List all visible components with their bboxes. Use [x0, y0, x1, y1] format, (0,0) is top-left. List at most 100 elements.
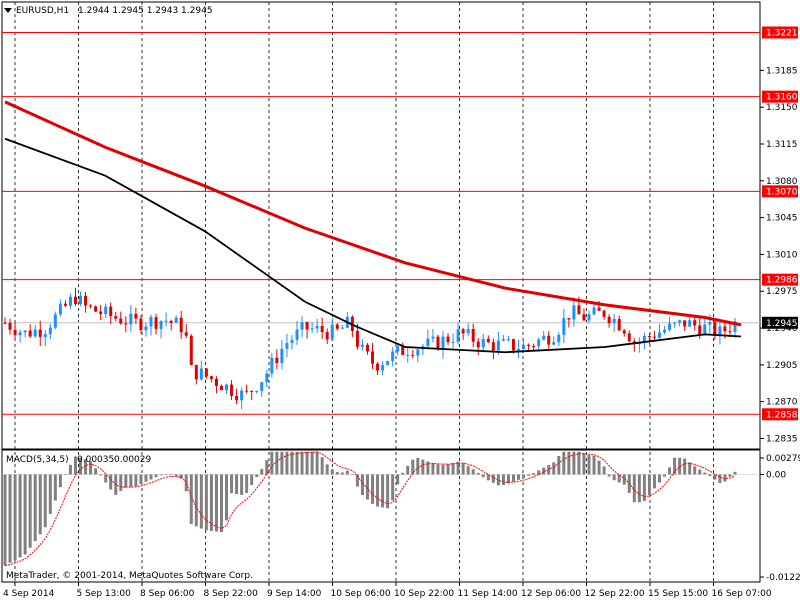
candle-body	[506, 339, 510, 341]
candle-body	[708, 321, 712, 325]
candle-body	[501, 339, 505, 341]
macd-bar	[13, 474, 17, 561]
macd-bar	[642, 474, 646, 501]
candle-body	[179, 317, 183, 333]
macd-bar	[647, 474, 651, 495]
macd-bar	[144, 474, 148, 482]
candle-body	[471, 328, 475, 342]
current-price-tag-label: 1.2945	[766, 319, 798, 329]
macd-bar	[396, 474, 400, 485]
price-level-lines	[2, 32, 760, 415]
macd-bar	[557, 455, 561, 475]
candle-body	[330, 324, 334, 340]
candle-body	[617, 318, 621, 331]
macd-bar	[260, 469, 264, 475]
candle-body	[58, 303, 62, 315]
candle-body	[3, 322, 7, 324]
candle-body	[597, 307, 601, 311]
macd-bar	[355, 474, 359, 487]
candle-body	[657, 332, 661, 338]
candle-body	[99, 311, 103, 314]
macd-bar	[471, 469, 475, 475]
candle-body	[461, 329, 465, 334]
macd-bar	[18, 474, 22, 558]
candle-body	[129, 313, 133, 325]
candle-body	[270, 357, 274, 374]
price-tick-label: 1.3115	[766, 140, 798, 150]
macd-signal-line	[4, 451, 736, 567]
candle-body	[607, 316, 611, 323]
candle-body	[376, 363, 380, 371]
candle-body	[668, 323, 672, 331]
price-tick-label: 1.2940	[766, 324, 798, 334]
dropdown-triangle-icon[interactable]	[4, 8, 12, 13]
candle-body	[416, 349, 420, 356]
macd-bar	[381, 474, 385, 508]
candle-body	[587, 314, 591, 321]
time-label: 15 Sep 15:00	[648, 589, 708, 599]
macd-bar	[8, 474, 12, 563]
macd-name: MACD(5,34,5)	[6, 455, 69, 465]
macd-bar	[683, 458, 687, 475]
candle-body	[89, 305, 93, 307]
candle-body	[652, 336, 656, 338]
candle-body	[451, 341, 455, 343]
candle-body	[517, 349, 521, 351]
macd-bar	[104, 474, 108, 483]
macd-bar	[325, 464, 329, 475]
price-tick-label: 1.2870	[766, 398, 798, 408]
candle-body	[582, 314, 586, 321]
candle-body	[310, 328, 314, 330]
macd-bar	[637, 474, 641, 503]
macd-bar	[300, 451, 304, 475]
macd-bar	[713, 474, 717, 480]
macd-bar	[572, 451, 576, 475]
time-label: 8 Sep 22:00	[204, 589, 259, 599]
macd-bar	[204, 474, 208, 531]
macd-bar	[174, 474, 178, 477]
candle-body	[154, 317, 158, 329]
candle-body	[360, 344, 364, 347]
candle-body	[406, 354, 410, 356]
macd-bar	[491, 474, 495, 483]
candle-body	[240, 390, 244, 401]
candle-body	[144, 326, 148, 331]
candle-body	[511, 339, 515, 351]
macd-bar	[315, 451, 319, 475]
candle-body	[496, 340, 500, 351]
macd-bar	[386, 474, 390, 509]
candle-body	[627, 333, 631, 342]
candle-body	[79, 295, 83, 305]
macd-bar	[723, 474, 727, 482]
macd-bar	[532, 473, 536, 475]
macd-main-value: 0.00035	[77, 455, 114, 465]
price-tick-label: 1.3010	[766, 250, 798, 260]
candle-body	[174, 317, 178, 323]
macd-bar	[285, 451, 289, 475]
moving-average-slow-line	[4, 100, 742, 327]
macd-bar	[476, 472, 480, 475]
candle-body	[68, 296, 72, 306]
macd-bar	[53, 474, 57, 501]
candle-body	[723, 326, 727, 332]
candle-body	[522, 344, 526, 350]
macd-bar	[607, 474, 611, 477]
macd-bar	[3, 474, 7, 566]
macd-bar	[587, 454, 591, 475]
macd-bar	[250, 474, 254, 485]
candle-body	[219, 385, 223, 391]
time-label: 9 Sep 14:00	[267, 589, 322, 599]
macd-bar	[169, 474, 173, 475]
macd-bar	[522, 474, 526, 479]
candle-body	[371, 351, 375, 364]
time-axis: 4 Sep 2014 5 Sep 13:00 8 Sep 06:00 8 Sep 22…	[3, 582, 772, 599]
macd-scale-label: -0.01226	[766, 573, 800, 583]
macd-bar	[597, 460, 601, 475]
candle-body	[547, 335, 551, 345]
macd-bar	[235, 474, 239, 495]
candle-body	[230, 384, 234, 396]
macd-bar	[567, 451, 571, 475]
macd-bar	[441, 464, 445, 475]
candle-body	[225, 384, 229, 391]
